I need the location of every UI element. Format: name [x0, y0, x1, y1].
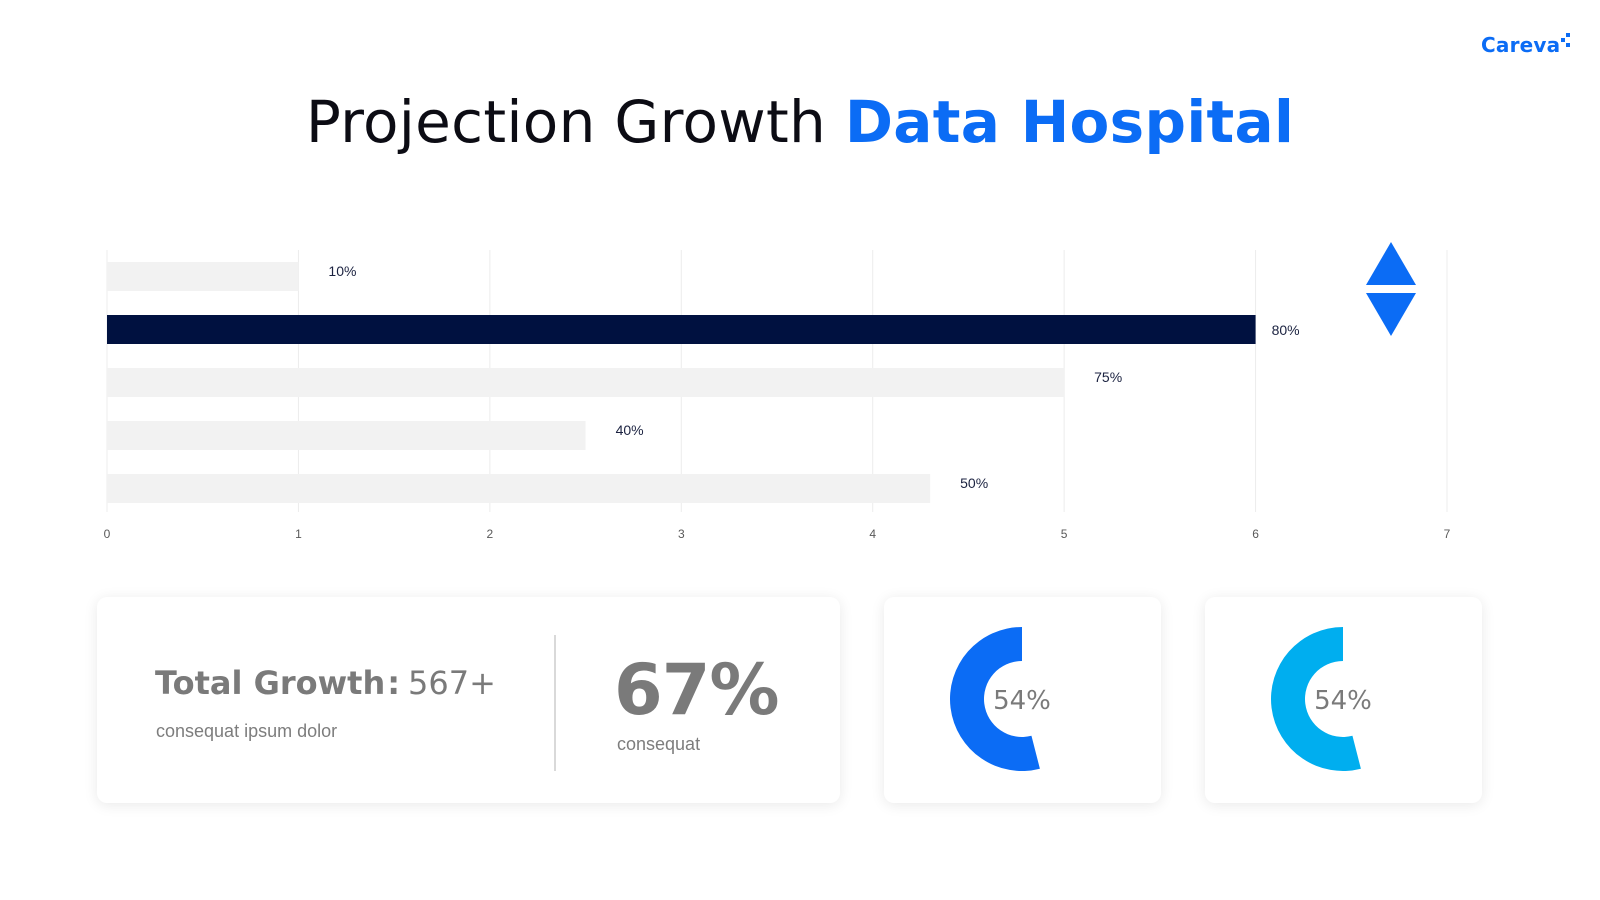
headline-percent: 67% — [614, 649, 780, 731]
card-divider — [554, 635, 556, 771]
bar — [107, 474, 931, 503]
headline-subtitle: consequat — [617, 734, 701, 754]
total-growth-value: 567+ — [408, 664, 496, 702]
bar — [107, 262, 299, 291]
bar-data-label: 40% — [616, 422, 644, 438]
bar — [107, 368, 1065, 397]
bar-data-label: 10% — [328, 263, 356, 279]
logo-dots-icon — [1561, 33, 1571, 47]
title-part-2: Data Hospital — [844, 88, 1295, 156]
x-tick-label: 6 — [1252, 527, 1259, 541]
bar — [107, 421, 586, 450]
x-tick-label: 7 — [1444, 527, 1451, 541]
bar-data-label: 75% — [1094, 369, 1122, 385]
donut-label-2: 54% — [1314, 686, 1372, 716]
title-part-1: Projection Growth — [305, 88, 827, 156]
x-tick-label: 0 — [104, 527, 111, 541]
x-tick-label: 3 — [678, 527, 685, 541]
total-growth-card: Total Growth: 567+ consequat ipsum dolor … — [97, 597, 840, 803]
brand-logo: Careva — [1481, 33, 1571, 57]
x-tick-label: 5 — [1061, 527, 1068, 541]
donut-card-2: 54% — [1205, 597, 1482, 803]
donut-chart-1: 54% — [950, 627, 1051, 771]
donut-label-1: 54% — [993, 686, 1051, 716]
bar — [107, 315, 1256, 344]
bar-data-label: 80% — [1272, 322, 1300, 338]
page-title: Projection Growth Data Hospital — [0, 88, 1600, 156]
up-down-arrows-icon — [1366, 242, 1416, 336]
donut-chart-2: 54% — [1271, 627, 1372, 771]
x-tick-label: 4 — [869, 527, 876, 541]
total-growth-row: Total Growth: 567+ — [155, 664, 496, 702]
total-growth-colon: : — [387, 664, 401, 702]
x-tick-label: 1 — [295, 527, 302, 541]
donut-arc-2 — [1271, 627, 1361, 771]
x-tick-label: 2 — [487, 527, 494, 541]
bar-chart: 0 1 2 3 4 5 6 7 10% 80% 75% 40% 50% — [104, 250, 1451, 541]
total-growth-subtitle: consequat ipsum dolor — [156, 721, 338, 741]
total-growth-label: Total Growth — [155, 664, 386, 702]
bar-data-label: 50% — [960, 475, 988, 491]
donut-card-1: 54% — [884, 597, 1161, 803]
donut-arc-1 — [950, 627, 1040, 771]
brand-name: Careva — [1481, 33, 1561, 57]
